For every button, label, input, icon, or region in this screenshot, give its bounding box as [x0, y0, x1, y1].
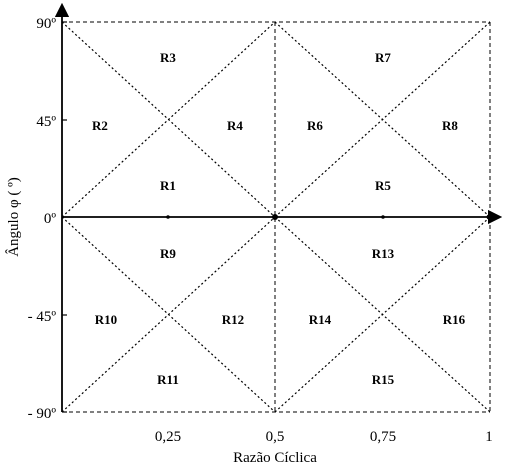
- y-tick-0: 0º: [44, 211, 57, 227]
- region-label: R15: [372, 372, 395, 387]
- diagonal-upper-right-up: [274, 21, 491, 218]
- region-label: R3: [160, 50, 176, 65]
- x-tick-075: 0,75: [370, 429, 396, 445]
- region-label: R8: [442, 118, 458, 133]
- region-label: R9: [160, 246, 176, 261]
- region-label: R14: [309, 312, 332, 327]
- y-tick-neg45: - 45º: [28, 309, 57, 325]
- region-label: R16: [443, 312, 466, 327]
- diagonal-lower-right-up: [274, 216, 491, 413]
- region-label: R10: [95, 312, 117, 327]
- x-tick-1: 1: [485, 429, 493, 445]
- region-label: R2: [92, 118, 108, 133]
- y-tick-90: 90º: [36, 16, 56, 32]
- diagonal-lines: [61, 21, 491, 413]
- axis-tick-marks: [62, 21, 67, 413]
- region-label: R4: [227, 118, 243, 133]
- y-tick-45: 45º: [36, 114, 56, 130]
- region-label: R5: [375, 178, 391, 193]
- region-label: R11: [157, 372, 179, 387]
- region-label: R6: [307, 118, 323, 133]
- y-axis-title: Ângulo φ ( º): [5, 177, 22, 257]
- region-label: R12: [222, 312, 244, 327]
- region-labels: R1 R2 R3 R4 R5 R6 R7 R8 R9 R10 R11 R12 R…: [92, 50, 466, 387]
- region-label: R7: [375, 50, 391, 65]
- region-label: R1: [160, 178, 176, 193]
- x-axis-title: Razão Cíclica: [233, 450, 317, 466]
- x-tick-025: 0,25: [155, 429, 181, 445]
- dashed-frame: [62, 21, 491, 413]
- region-label: R13: [372, 246, 395, 261]
- y-tick-neg90: - 90º: [28, 406, 57, 422]
- x-axis-points: [166, 214, 492, 220]
- x-tick-05: 0,5: [266, 429, 285, 445]
- diagonal-lower-left-up: [61, 216, 276, 413]
- diagonal-upper-left-up: [61, 21, 276, 218]
